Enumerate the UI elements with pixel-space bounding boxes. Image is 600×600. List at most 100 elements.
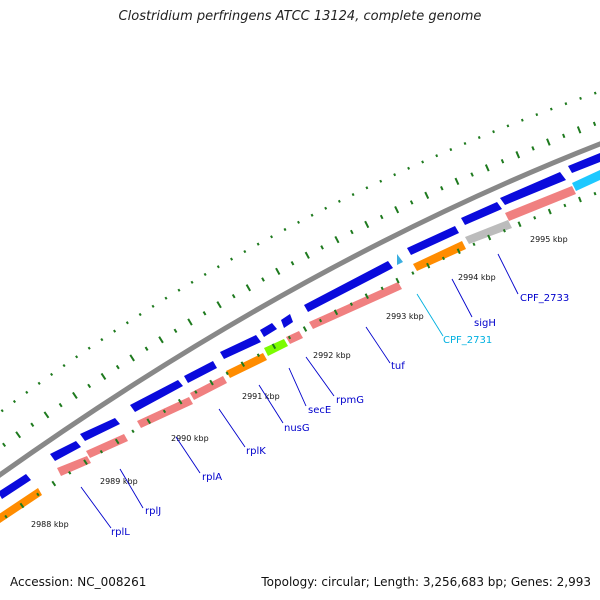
map-title: Clostridium perfringens ATCC 13124, comp…: [118, 9, 482, 24]
tick-mark: [162, 409, 167, 414]
tick-mark: [364, 220, 370, 229]
tick-mark: [593, 191, 597, 196]
tick-mark: [36, 492, 40, 497]
tick-mark: [302, 326, 308, 332]
gene-label-tuf: tuf: [391, 361, 405, 372]
leader-line: [175, 436, 201, 474]
tick-mark: [463, 141, 467, 146]
kbp-label: 2991 kbp: [242, 392, 280, 401]
tick-mark: [146, 418, 152, 425]
gene-label-CPF_2731: CPF_2731: [443, 335, 492, 346]
tick-mark: [62, 363, 66, 368]
tick-mark: [546, 138, 551, 146]
kbp-label: 2990 kbp: [171, 434, 209, 443]
kbp-label: 2989 kbp: [100, 477, 138, 486]
genome-stats-text: Topology: circular; Length: 3,256,683 bp…: [261, 575, 591, 589]
tick-mark: [100, 338, 104, 342]
gene-bar-pink: [190, 376, 227, 400]
gene-arrow: [461, 202, 502, 225]
rna-arrow: [397, 254, 403, 265]
gene-arrow: [568, 153, 600, 173]
tick-mark: [190, 280, 194, 284]
tick-mark: [449, 148, 453, 152]
tick-mark: [270, 235, 274, 239]
gene-arrow: [0, 474, 31, 499]
tick-mark: [194, 390, 198, 394]
tick-mark: [441, 256, 446, 261]
tick-mark: [125, 321, 129, 325]
gene-label-nusG: nusG: [284, 423, 310, 434]
gene-arrow: [220, 335, 261, 359]
tick-mark: [230, 257, 234, 261]
kbp-label: 2988 kbp: [31, 520, 69, 529]
gene-arrow: [260, 323, 277, 337]
tick-mark: [256, 242, 260, 246]
gene-bar-pink: [505, 186, 576, 221]
tick-mark: [484, 164, 490, 172]
tick-mark: [177, 288, 181, 292]
tick-mark: [579, 96, 582, 100]
tick-mark: [12, 399, 17, 404]
tick-mark: [547, 208, 552, 215]
tick-mark: [50, 372, 54, 377]
gene-bar-cyan: [572, 170, 600, 191]
kbp-label: 2992 kbp: [313, 351, 351, 360]
leader-line: [365, 326, 391, 364]
leader-line: [288, 367, 307, 407]
outer-tick-dashes: [2, 121, 597, 448]
gene-features-row: [0, 170, 600, 523]
tick-mark: [72, 391, 78, 400]
tick-mark: [275, 267, 281, 275]
gene-arrow: [407, 226, 459, 255]
tick-mark: [177, 398, 183, 405]
tick-mark: [563, 203, 567, 208]
leader-line: [305, 356, 335, 397]
tick-mark: [15, 431, 22, 439]
gene-arrow: [80, 418, 120, 441]
tick-mark: [515, 151, 521, 159]
tick-mark: [440, 186, 444, 191]
tick-mark: [83, 459, 88, 466]
tick-mark: [502, 228, 506, 233]
tick-mark: [592, 121, 597, 127]
kbp-scale-labels: 2988 kbp 2989 kbp 2990 kbp 2991 kbp 2992…: [31, 235, 568, 529]
gene-arrow: [130, 380, 183, 412]
tick-mark: [593, 91, 597, 95]
gene-bar-pink: [86, 434, 128, 458]
tick-mark: [320, 245, 324, 250]
tick-mark: [202, 311, 207, 316]
tick-mark: [209, 379, 214, 386]
tick-mark: [549, 107, 553, 111]
tick-mark: [129, 354, 135, 362]
outer-tick-dots: [0, 91, 597, 413]
tick-mark: [533, 216, 537, 220]
tick-mark: [492, 130, 495, 134]
gene-arrow: [184, 361, 217, 383]
tick-mark: [506, 124, 510, 128]
tick-mark: [51, 480, 57, 487]
tick-mark: [25, 390, 29, 394]
tick-mark: [333, 309, 339, 316]
tick-mark: [245, 284, 252, 292]
tick-mark: [310, 213, 314, 217]
tick-mark: [365, 186, 369, 190]
tick-mark: [58, 402, 63, 408]
gene-labels: rplL rplJ rplA rplK nusG secE rpmG tuf C…: [111, 293, 569, 538]
gene-label-leader-lines: [80, 253, 519, 529]
tick-mark: [19, 502, 25, 509]
tick-mark: [379, 214, 384, 220]
leader-line: [218, 408, 246, 448]
tick-mark: [203, 272, 207, 277]
tick-mark: [379, 179, 383, 183]
gene-label-rpmG: rpmG: [336, 395, 364, 406]
tick-mark: [290, 261, 295, 266]
tick-mark: [158, 336, 164, 344]
gene-label-CPF_2733: CPF_2733: [520, 293, 569, 304]
gene-bar-green: [264, 339, 288, 356]
tick-mark: [114, 438, 120, 445]
gene-label-rplL: rplL: [111, 527, 130, 538]
tick-mark: [424, 191, 430, 199]
tick-mark: [216, 265, 220, 269]
tick-mark: [4, 514, 8, 519]
kbp-label: 2995 kbp: [530, 235, 568, 244]
